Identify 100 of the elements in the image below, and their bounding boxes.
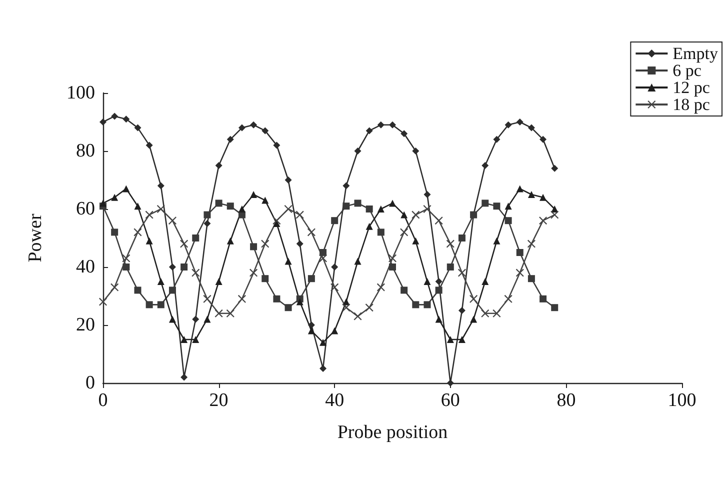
point <box>180 264 188 270</box>
point <box>122 264 130 270</box>
point <box>446 240 454 248</box>
x-tick-label: 40 <box>325 390 344 411</box>
point <box>342 202 350 210</box>
point <box>296 210 304 219</box>
point <box>204 220 211 227</box>
point <box>134 228 142 236</box>
x-tick-label: 60 <box>440 390 460 411</box>
point <box>215 278 222 285</box>
point <box>134 202 142 210</box>
legend-label: Empty <box>672 44 718 63</box>
point <box>215 162 222 169</box>
point <box>481 309 490 318</box>
point <box>540 136 547 143</box>
point <box>527 240 536 248</box>
point <box>122 185 130 192</box>
point <box>307 228 316 236</box>
x-tick-label: 0 <box>98 390 108 411</box>
point <box>111 228 118 236</box>
point <box>504 217 512 224</box>
point <box>122 116 130 123</box>
point <box>400 228 408 236</box>
x-tick-label: 20 <box>209 390 228 411</box>
point <box>320 249 327 256</box>
point <box>342 304 350 312</box>
point <box>226 202 234 210</box>
point <box>238 294 246 303</box>
point <box>365 304 374 312</box>
point <box>110 283 119 292</box>
point <box>388 254 396 262</box>
point <box>435 278 442 285</box>
point <box>412 210 420 219</box>
point <box>482 162 489 169</box>
point <box>157 278 164 285</box>
y-tick-label: 20 <box>76 314 95 336</box>
point <box>354 312 362 320</box>
point <box>551 164 558 172</box>
point <box>435 286 442 294</box>
point <box>539 216 548 225</box>
point <box>446 336 454 343</box>
point <box>238 206 246 212</box>
point <box>226 309 234 318</box>
point <box>284 176 292 184</box>
point <box>146 301 153 308</box>
point <box>156 205 165 213</box>
point <box>366 127 373 134</box>
point <box>492 309 501 318</box>
point <box>377 206 384 212</box>
point <box>273 295 280 302</box>
point <box>458 307 466 314</box>
point <box>168 264 176 270</box>
point <box>320 338 327 346</box>
point <box>458 268 466 277</box>
point <box>493 202 500 210</box>
point <box>551 304 558 312</box>
point <box>284 258 292 265</box>
point <box>504 294 512 303</box>
point <box>99 298 107 306</box>
point <box>284 205 292 213</box>
point <box>238 124 246 132</box>
y-tick-label: 40 <box>76 256 95 278</box>
point <box>342 182 350 190</box>
point <box>168 216 176 225</box>
point <box>366 222 373 230</box>
point <box>122 254 130 262</box>
point <box>516 249 524 256</box>
point <box>412 237 420 244</box>
point <box>377 228 384 236</box>
point <box>250 268 258 277</box>
point <box>482 278 489 285</box>
point <box>308 322 315 328</box>
point <box>204 316 211 323</box>
point <box>482 200 489 207</box>
point <box>493 136 500 143</box>
point <box>262 196 269 204</box>
point <box>424 301 431 308</box>
point <box>424 191 431 198</box>
point <box>215 200 222 207</box>
point <box>273 142 280 149</box>
point <box>157 301 164 308</box>
point <box>146 237 153 244</box>
point <box>192 316 200 323</box>
point <box>458 336 466 343</box>
point <box>284 304 292 312</box>
point <box>470 294 478 303</box>
point <box>134 286 142 294</box>
point <box>308 275 315 282</box>
point <box>214 309 223 318</box>
point <box>516 185 524 192</box>
point <box>296 240 304 248</box>
point <box>389 264 396 270</box>
point <box>540 295 547 302</box>
point <box>504 202 512 210</box>
point <box>146 142 153 149</box>
point <box>134 124 142 132</box>
point <box>250 243 258 250</box>
point <box>528 275 535 282</box>
point <box>389 200 396 207</box>
point <box>111 112 118 120</box>
